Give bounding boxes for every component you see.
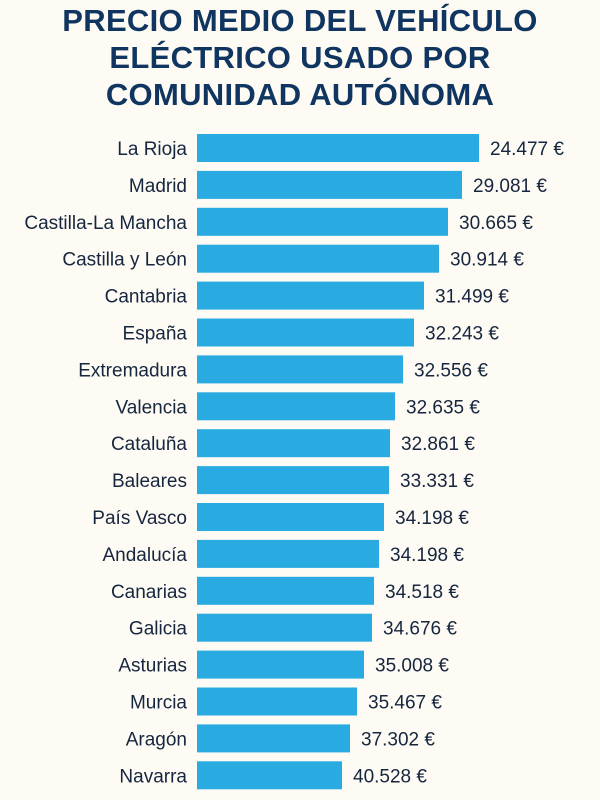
category-label: Valencia <box>116 397 188 418</box>
category-label: Madrid <box>129 176 187 197</box>
bar <box>197 281 424 310</box>
bar <box>197 687 357 716</box>
category-label: Aragón <box>126 729 187 750</box>
category-label: La Rioja <box>117 139 187 160</box>
bar <box>197 207 448 236</box>
category-label: Cantabria <box>105 287 188 308</box>
value-label: 31.499 € <box>435 287 509 308</box>
category-label: Canarias <box>111 582 187 603</box>
bar <box>197 761 342 790</box>
bar <box>197 244 439 273</box>
bar <box>197 134 479 162</box>
category-label: Galicia <box>129 619 188 640</box>
bar <box>197 503 384 531</box>
value-label: 33.331 € <box>400 471 474 492</box>
category-label: Cataluña <box>111 434 187 455</box>
value-label: 40.528 € <box>353 766 427 787</box>
value-label: 34.518 € <box>385 582 459 603</box>
value-label: 35.467 € <box>368 693 442 714</box>
category-label: Castilla y León <box>62 250 187 271</box>
value-label: 34.198 € <box>395 508 469 529</box>
chart-title: PRECIO MEDIO DEL VEHÍCULO ELÉCTRICO USAD… <box>0 2 600 113</box>
bar <box>197 170 462 199</box>
category-label: Andalucía <box>102 545 187 566</box>
bar <box>197 539 379 568</box>
bar <box>197 429 390 458</box>
category-label: Castilla-La Mancha <box>24 213 187 234</box>
bar <box>197 650 364 679</box>
value-label: 35.008 € <box>375 656 449 677</box>
category-label: Murcia <box>130 693 187 714</box>
value-label: 30.914 € <box>450 250 524 271</box>
value-label: 30.665 € <box>459 213 533 234</box>
title-line: PRECIO MEDIO DEL VEHÍCULO <box>62 3 538 38</box>
title-line: COMUNIDAD AUTÓNOMA <box>105 77 495 112</box>
category-label: España <box>123 324 188 345</box>
bar <box>197 613 372 642</box>
bar <box>197 392 395 421</box>
category-label: Extremadura <box>78 360 187 381</box>
value-label: 29.081 € <box>473 176 547 197</box>
title-line: ELÉCTRICO USADO POR <box>109 40 491 75</box>
value-label: 37.302 € <box>361 729 435 750</box>
value-label: 32.861 € <box>401 434 475 455</box>
value-label: 32.635 € <box>406 397 480 418</box>
bar <box>197 724 350 753</box>
value-label: 34.198 € <box>390 545 464 566</box>
value-label: 24.477 € <box>490 139 564 160</box>
value-label: 34.676 € <box>383 619 457 640</box>
bar <box>197 355 403 384</box>
category-label: País Vasco <box>92 508 187 529</box>
category-label: Navarra <box>119 766 187 787</box>
category-label: Asturias <box>118 656 187 677</box>
value-label: 32.243 € <box>425 324 499 345</box>
value-label: 32.556 € <box>414 360 488 381</box>
bar <box>197 466 389 495</box>
bar <box>197 576 374 605</box>
category-label: Baleares <box>112 471 187 492</box>
bar <box>197 318 414 347</box>
